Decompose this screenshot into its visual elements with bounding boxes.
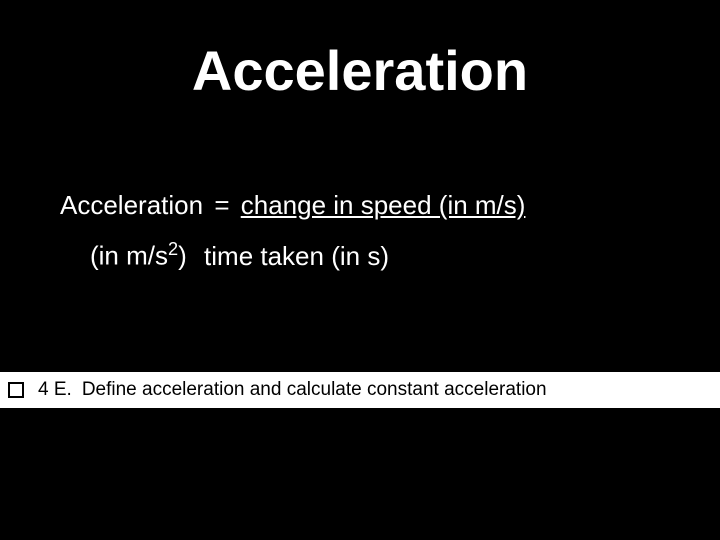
objective-code: 4 E. xyxy=(38,379,72,401)
objective-text: Define acceleration and calculate consta… xyxy=(82,379,547,401)
checkbox-icon xyxy=(8,382,24,398)
slide-title: Acceleration xyxy=(0,0,720,103)
formula-numerator: change in speed (in m/s) xyxy=(241,190,526,221)
equals-sign: = xyxy=(214,190,229,221)
objective-strip: 4 E. Define acceleration and calculate c… xyxy=(0,372,720,408)
unit-prefix: (in m/s xyxy=(90,241,168,271)
formula-line-2: (in m/s2) time taken (in s) xyxy=(60,239,525,272)
unit-close: ) xyxy=(178,241,187,271)
unit-label: (in m/s2) xyxy=(90,239,187,272)
formula-denominator: time taken (in s) xyxy=(204,241,389,272)
unit-exponent: 2 xyxy=(168,239,178,259)
slide: Acceleration Acceleration = change in sp… xyxy=(0,0,720,540)
formula-line-1: Acceleration = change in speed (in m/s) xyxy=(60,190,525,221)
formula-lhs: Acceleration xyxy=(60,190,203,221)
formula-block: Acceleration = change in speed (in m/s) … xyxy=(60,190,525,272)
